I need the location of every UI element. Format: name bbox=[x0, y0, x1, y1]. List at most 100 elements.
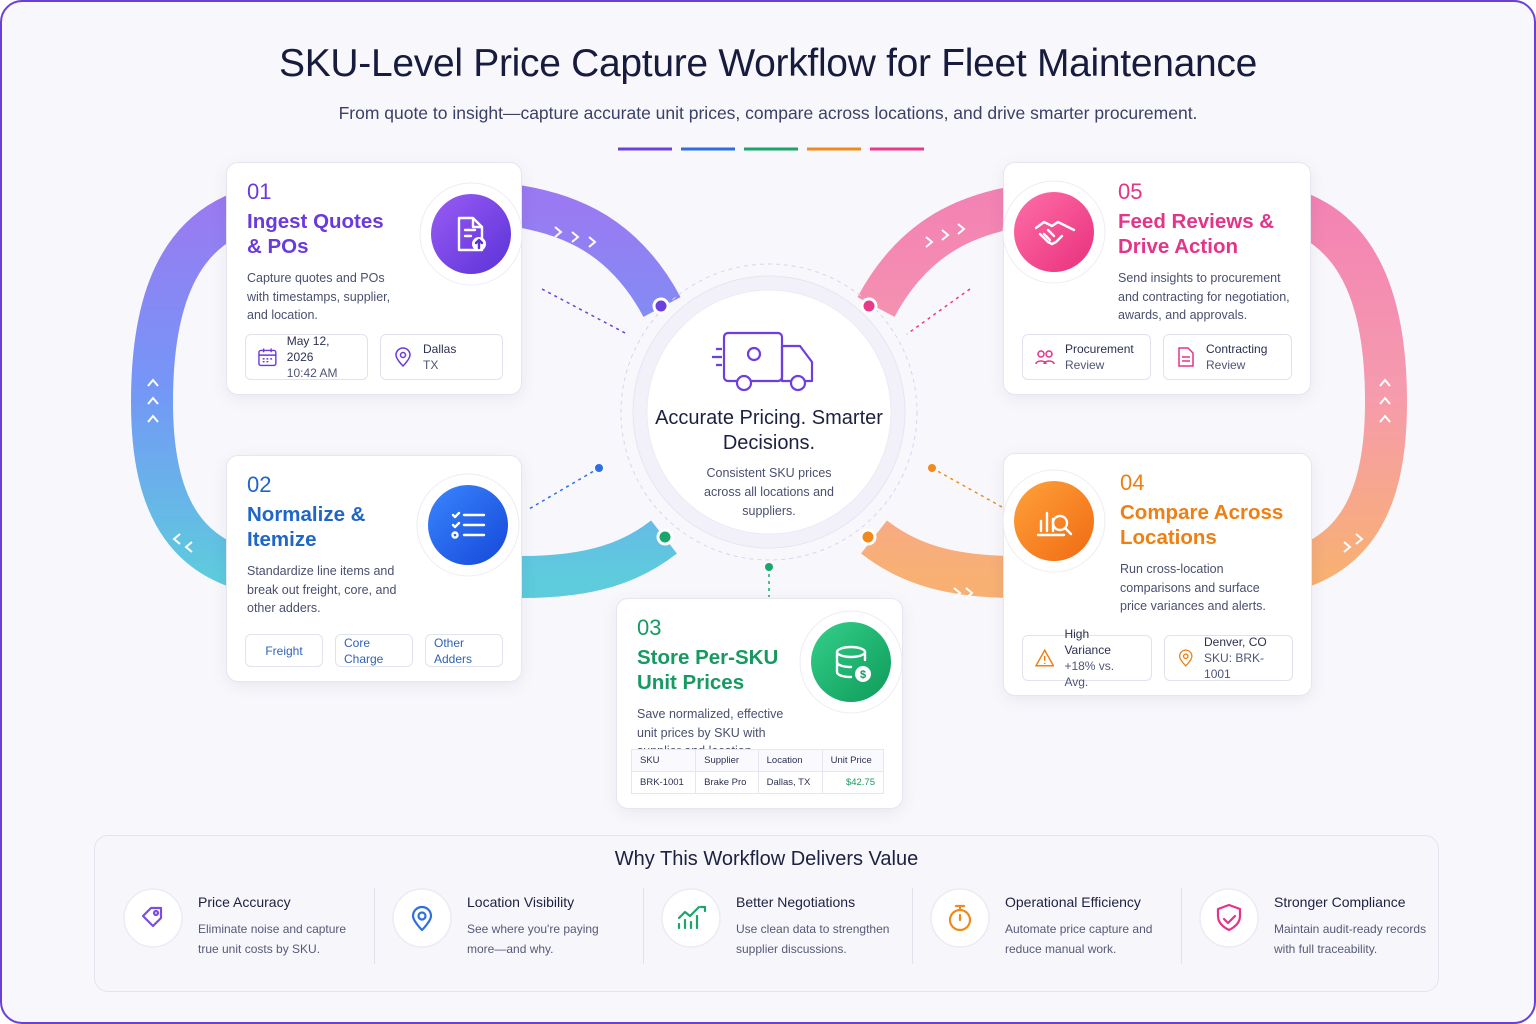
divider bbox=[618, 147, 924, 151]
value-item-description: Maintain audit-ready records with full t… bbox=[1274, 922, 1427, 956]
chip-detail: SKU: BRK-1001 bbox=[1204, 651, 1265, 681]
chip: Freight bbox=[245, 634, 323, 667]
table-cell: BRK-1001 bbox=[630, 771, 697, 794]
chip-row: May 12, 2026 10:42 AM Dallas TX bbox=[245, 334, 503, 380]
gear bbox=[746, 346, 762, 362]
connector bbox=[906, 288, 971, 335]
table-header: Supplier bbox=[695, 749, 759, 772]
chip: Procurement Review bbox=[1022, 334, 1151, 380]
value-item-title: Location Visibility bbox=[467, 894, 575, 910]
step-description: Run cross-location comparisons and surfa… bbox=[1120, 562, 1266, 613]
chip-label: Dallas bbox=[423, 342, 457, 356]
chip: Dallas TX bbox=[380, 334, 503, 380]
wheel bbox=[789, 374, 807, 392]
chip-row: High Variance +18% vs. Avg. Denver, CO SKU:… bbox=[1022, 627, 1293, 689]
step-number: 02 bbox=[247, 472, 272, 497]
flow-chevrons bbox=[147, 223, 1391, 599]
step-card: 04 Compare Across Locations Run cross-loca… bbox=[1003, 453, 1312, 696]
step-number: 05 bbox=[1118, 179, 1143, 204]
step-card: 01 Ingest Quotes & POs Capture quotes and … bbox=[226, 162, 522, 395]
chip-icon bbox=[395, 347, 411, 367]
step-card: 02 Normalize & Itemize Standardize line it… bbox=[226, 455, 522, 682]
speed-lines bbox=[712, 347, 722, 367]
price-table: SKU Supplier Location Unit Price BRK-1001 Bra… bbox=[630, 749, 885, 794]
chip-label: Freight bbox=[265, 643, 303, 658]
value-item-title: Better Negotiations bbox=[736, 894, 856, 910]
table-cell: $42.75 bbox=[821, 771, 885, 794]
icon-part bbox=[399, 351, 407, 359]
chip-detail: Review bbox=[1206, 358, 1246, 372]
chip-detail: TX bbox=[423, 358, 439, 372]
wheel bbox=[735, 374, 753, 392]
connector bbox=[931, 467, 1003, 508]
icon-part bbox=[1182, 653, 1189, 660]
value-item-description: See where you're paying more—and why. bbox=[467, 922, 599, 956]
chip-text: Denver, CO SKU: BRK-1001 bbox=[1204, 634, 1280, 682]
chip: High Variance +18% vs. Avg. bbox=[1022, 627, 1152, 689]
step-number: 04 bbox=[1120, 470, 1145, 495]
value-item-title: Stronger Compliance bbox=[1274, 894, 1406, 910]
step-description: Capture quotes and POs with timestamps, … bbox=[247, 271, 391, 322]
table-header: Unit Price bbox=[821, 749, 885, 772]
value-title: Why This Workflow Delivers Value bbox=[614, 848, 919, 870]
value-icon-circle bbox=[123, 888, 183, 948]
chip-label: Denver, CO bbox=[1204, 635, 1267, 649]
chip-icon bbox=[1035, 350, 1055, 365]
chip-row: Procurement Review Contracting Review bbox=[1022, 334, 1292, 380]
chevron bbox=[953, 587, 974, 599]
chip-text: May 12, 2026 10:42 AM bbox=[287, 333, 355, 381]
chip-text: High Variance +18% vs. Avg. bbox=[1064, 626, 1138, 690]
step-title: Compare Across Locations bbox=[1120, 501, 1284, 549]
step-title: Feed Reviews & Drive Action bbox=[1118, 210, 1275, 258]
value-icon-circle bbox=[661, 888, 721, 948]
center-disc bbox=[646, 289, 892, 535]
value-item-title: Operational Efficiency bbox=[1005, 894, 1141, 910]
chip-text: Contracting Review bbox=[1206, 341, 1267, 373]
table-header: Location bbox=[757, 749, 823, 772]
chip-detail: +18% vs. Avg. bbox=[1064, 659, 1115, 689]
value-item-description: Eliminate noise and capture true unit co… bbox=[198, 922, 347, 956]
icon-part bbox=[258, 348, 276, 363]
value-icon-circle bbox=[392, 888, 452, 948]
chip-icon bbox=[258, 348, 277, 367]
chip: Denver, CO SKU: BRK-1001 bbox=[1163, 634, 1293, 682]
value-icon-circle bbox=[1199, 888, 1259, 948]
chip-detail: 10:42 AM bbox=[286, 366, 338, 380]
step-card: 05 Feed Reviews & Drive Action Send insigh… bbox=[1003, 162, 1311, 395]
step-title: Normalize & Itemize bbox=[247, 503, 366, 551]
value-glyph bbox=[948, 904, 972, 932]
step-title: Ingest Quotes & POs bbox=[247, 210, 384, 258]
icon-part bbox=[1178, 347, 1194, 367]
chip: Core Charge bbox=[335, 634, 413, 667]
value-item: Operational Efficiency Automate price cap… bbox=[902, 886, 1171, 976]
value-icon bbox=[392, 888, 452, 948]
chip-text: Freight bbox=[265, 643, 302, 659]
icon-part bbox=[141, 906, 163, 928]
icon-part bbox=[1216, 903, 1242, 932]
value-panel: Why This Workflow Delivers Value Price A… bbox=[94, 835, 1439, 992]
chip-label: Contracting bbox=[1206, 342, 1268, 356]
icon-part bbox=[1178, 649, 1193, 667]
table-header-row: SKU Supplier Location Unit Price bbox=[630, 749, 885, 772]
connector bbox=[541, 288, 628, 335]
chip-label: May 12, 2026 bbox=[286, 334, 330, 364]
chip-text: Other Adders bbox=[434, 635, 494, 667]
chevron bbox=[925, 223, 966, 248]
chip: Other Adders bbox=[425, 634, 503, 667]
value-divider bbox=[912, 888, 913, 964]
table-cell: Dallas, TX bbox=[757, 771, 823, 794]
icon-part bbox=[395, 347, 411, 367]
left-flow-arc bbox=[130, 181, 681, 598]
chip: May 12, 2026 10:42 AM bbox=[245, 334, 368, 380]
chevron bbox=[554, 226, 597, 248]
chip-icon bbox=[1178, 649, 1193, 667]
truck-icon bbox=[712, 331, 814, 392]
icon-part bbox=[954, 904, 966, 922]
value-icon bbox=[123, 888, 183, 948]
chip-text: Core Charge bbox=[344, 635, 404, 667]
table-cell: Brake Pro bbox=[695, 771, 759, 794]
value-icon bbox=[1199, 888, 1259, 948]
